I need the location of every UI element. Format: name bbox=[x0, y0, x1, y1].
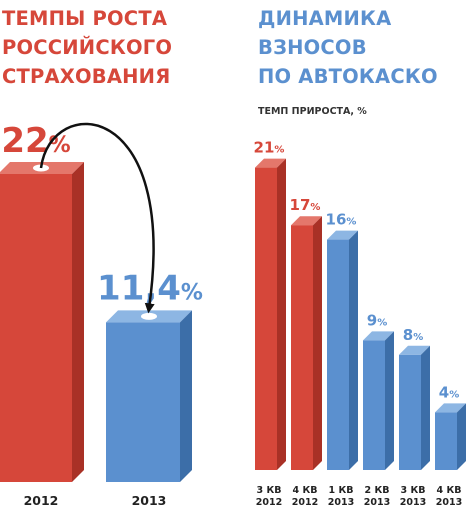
right-title-line-1: ДИНАМИКА bbox=[258, 7, 392, 30]
right-title-line-2: ВЗНОСОВ bbox=[258, 36, 367, 59]
right-chart-title: ДИНАМИКА ВЗНОСОВ ПО АВТОКАСКО bbox=[258, 4, 438, 91]
growth-arrow bbox=[39, 122, 155, 314]
right-chart-subtitle: ТЕМП ПРИРОСТА, % bbox=[258, 106, 367, 117]
left-chart: 2012 2013 22% 11,4% bbox=[0, 121, 203, 508]
right-title-line-3: ПО АВТОКАСКО bbox=[258, 65, 438, 88]
right-chart: 21% 3 КВ 2012 17% 4 КВ 2012 16% 1 КВ 2013 9% 2 КВ 2… bbox=[254, 139, 466, 508]
right-value-label-2: 16% bbox=[326, 211, 357, 229]
left-bar-top-marker-2013 bbox=[141, 312, 157, 320]
right-category-label-1: 4 КВ 2012 bbox=[292, 485, 318, 508]
right-bar-0 bbox=[255, 158, 286, 470]
right-bar-1 bbox=[291, 216, 322, 470]
right-bar-5 bbox=[435, 403, 466, 470]
right-value-label-4: 8% bbox=[403, 326, 423, 344]
right-category-label-4: 3 КВ 2013 bbox=[400, 485, 426, 508]
left-category-label-2013: 2013 bbox=[132, 493, 167, 508]
left-title-line-1: ТЕМПЫ РОСТА bbox=[2, 7, 168, 30]
right-value-label-0: 21% bbox=[254, 139, 285, 157]
left-category-label-2012: 2012 bbox=[24, 493, 59, 508]
right-category-label-5: 4 КВ 2013 bbox=[436, 485, 462, 508]
right-category-label-2: 1 КВ 2013 bbox=[328, 485, 354, 508]
left-value-label-2012: 22% bbox=[1, 121, 70, 161]
right-bar-4 bbox=[399, 345, 430, 470]
right-value-label-5: 4% bbox=[439, 383, 459, 401]
right-category-label-0: 3 КВ 2012 bbox=[256, 485, 282, 508]
left-bar-2013 bbox=[106, 310, 192, 482]
left-chart-title: ТЕМПЫ РОСТА РОССИЙСКОГО СТРАХОВАНИЯ bbox=[2, 4, 172, 91]
right-bar-3 bbox=[363, 331, 394, 470]
right-category-label-3: 2 КВ 2013 bbox=[364, 485, 390, 508]
left-title-line-3: СТРАХОВАНИЯ bbox=[2, 65, 171, 88]
left-value-label-2013: 11,4% bbox=[97, 268, 203, 308]
left-title-line-2: РОССИЙСКОГО bbox=[2, 36, 173, 59]
right-value-label-3: 9% bbox=[367, 311, 387, 329]
right-bar-2 bbox=[327, 230, 358, 470]
right-value-label-1: 17% bbox=[290, 196, 321, 214]
left-bar-2012 bbox=[0, 162, 84, 482]
